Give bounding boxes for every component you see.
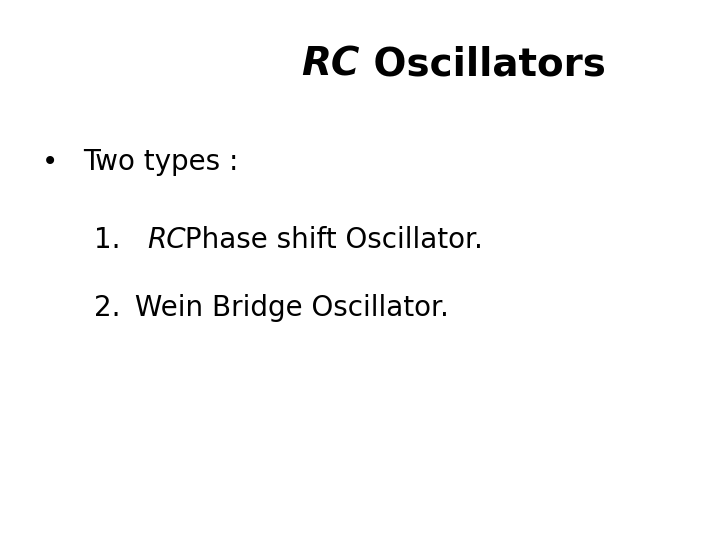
Text: Oscillators: Oscillators: [360, 46, 606, 84]
Text: Wein Bridge Oscillator.: Wein Bridge Oscillator.: [126, 294, 449, 322]
Text: 1.: 1.: [94, 226, 120, 254]
Text: 2.: 2.: [94, 294, 120, 322]
Text: RC: RC: [302, 46, 360, 84]
Text: Two types :: Two types :: [83, 148, 238, 176]
Text: •: •: [42, 148, 58, 176]
Text: RC: RC: [148, 226, 186, 254]
Text: Phase shift Oscillator.: Phase shift Oscillator.: [176, 226, 483, 254]
